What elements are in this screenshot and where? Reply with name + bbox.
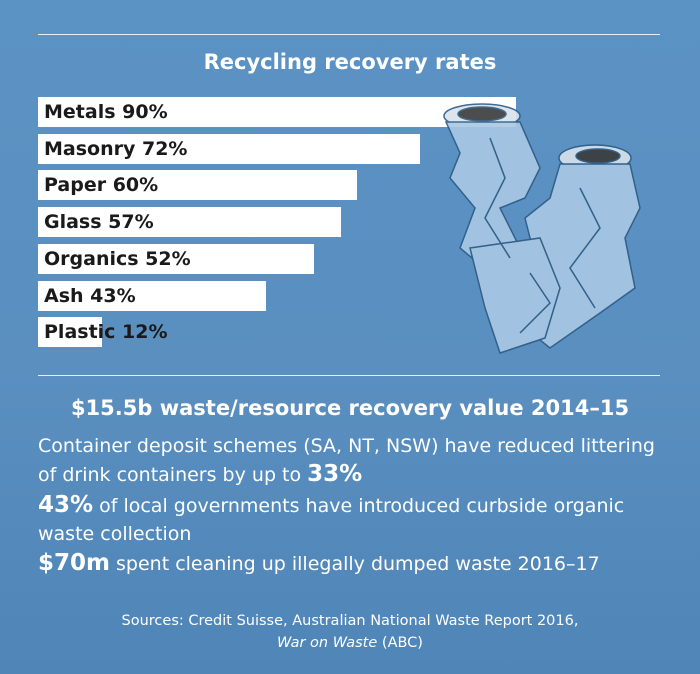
bar-label: Metals 90% bbox=[44, 101, 168, 123]
fact-curbside-collection: 43% of local governments have introduced… bbox=[38, 491, 678, 548]
sources-line-2: War on Waste (ABC) bbox=[0, 632, 700, 654]
bar-label: Masonry 72% bbox=[44, 137, 188, 160]
fact-highlight: $70m bbox=[38, 550, 110, 576]
bar-masonry: Masonry 72% bbox=[38, 133, 421, 164]
fact-text: spent cleaning up illegally dumped waste… bbox=[109, 553, 600, 575]
middle-divider bbox=[38, 375, 660, 376]
crushed-cans-icon bbox=[443, 103, 641, 354]
fact-text: Container deposit schemes (SA, NT, NSW) … bbox=[38, 435, 655, 486]
headline: $15.5b waste/resource recovery value 201… bbox=[70, 396, 630, 420]
bar-label: Plastic 12% bbox=[44, 321, 168, 344]
fact-container-deposit: Container deposit schemes (SA, NT, NSW) … bbox=[38, 432, 678, 489]
bar-plastic: Plastic 12% bbox=[38, 317, 168, 348]
sources-line: Sources: Credit Suisse, Australian Natio… bbox=[121, 613, 579, 629]
bar-label: Ash 43% bbox=[44, 284, 136, 307]
bar-label: Paper 60% bbox=[44, 174, 159, 197]
bar-label: Organics 52% bbox=[44, 247, 191, 270]
fact-highlight: 43% bbox=[38, 492, 94, 518]
fact-illegal-dumping: $70m spent cleaning up illegally dumped … bbox=[38, 549, 678, 578]
fact-highlight: 33% bbox=[307, 461, 363, 487]
bar-metals: Metals 90% bbox=[38, 97, 516, 127]
chart-title: Recycling recovery rates bbox=[203, 50, 497, 74]
bar-organics: Organics 52% bbox=[38, 243, 315, 274]
bar-paper: Paper 60% bbox=[38, 170, 357, 201]
bar-label: Glass 57% bbox=[44, 211, 154, 234]
bar-ash: Ash 43% bbox=[38, 280, 267, 311]
sources-suffix: (ABC) bbox=[377, 635, 423, 651]
bar-glass: Glass 57% bbox=[38, 207, 341, 238]
fact-text: of local governments have introduced cur… bbox=[38, 495, 625, 545]
sources: Sources: Credit Suisse, Australian Natio… bbox=[0, 610, 700, 654]
top-divider bbox=[38, 34, 660, 35]
sources-italic: War on Waste bbox=[277, 635, 378, 651]
